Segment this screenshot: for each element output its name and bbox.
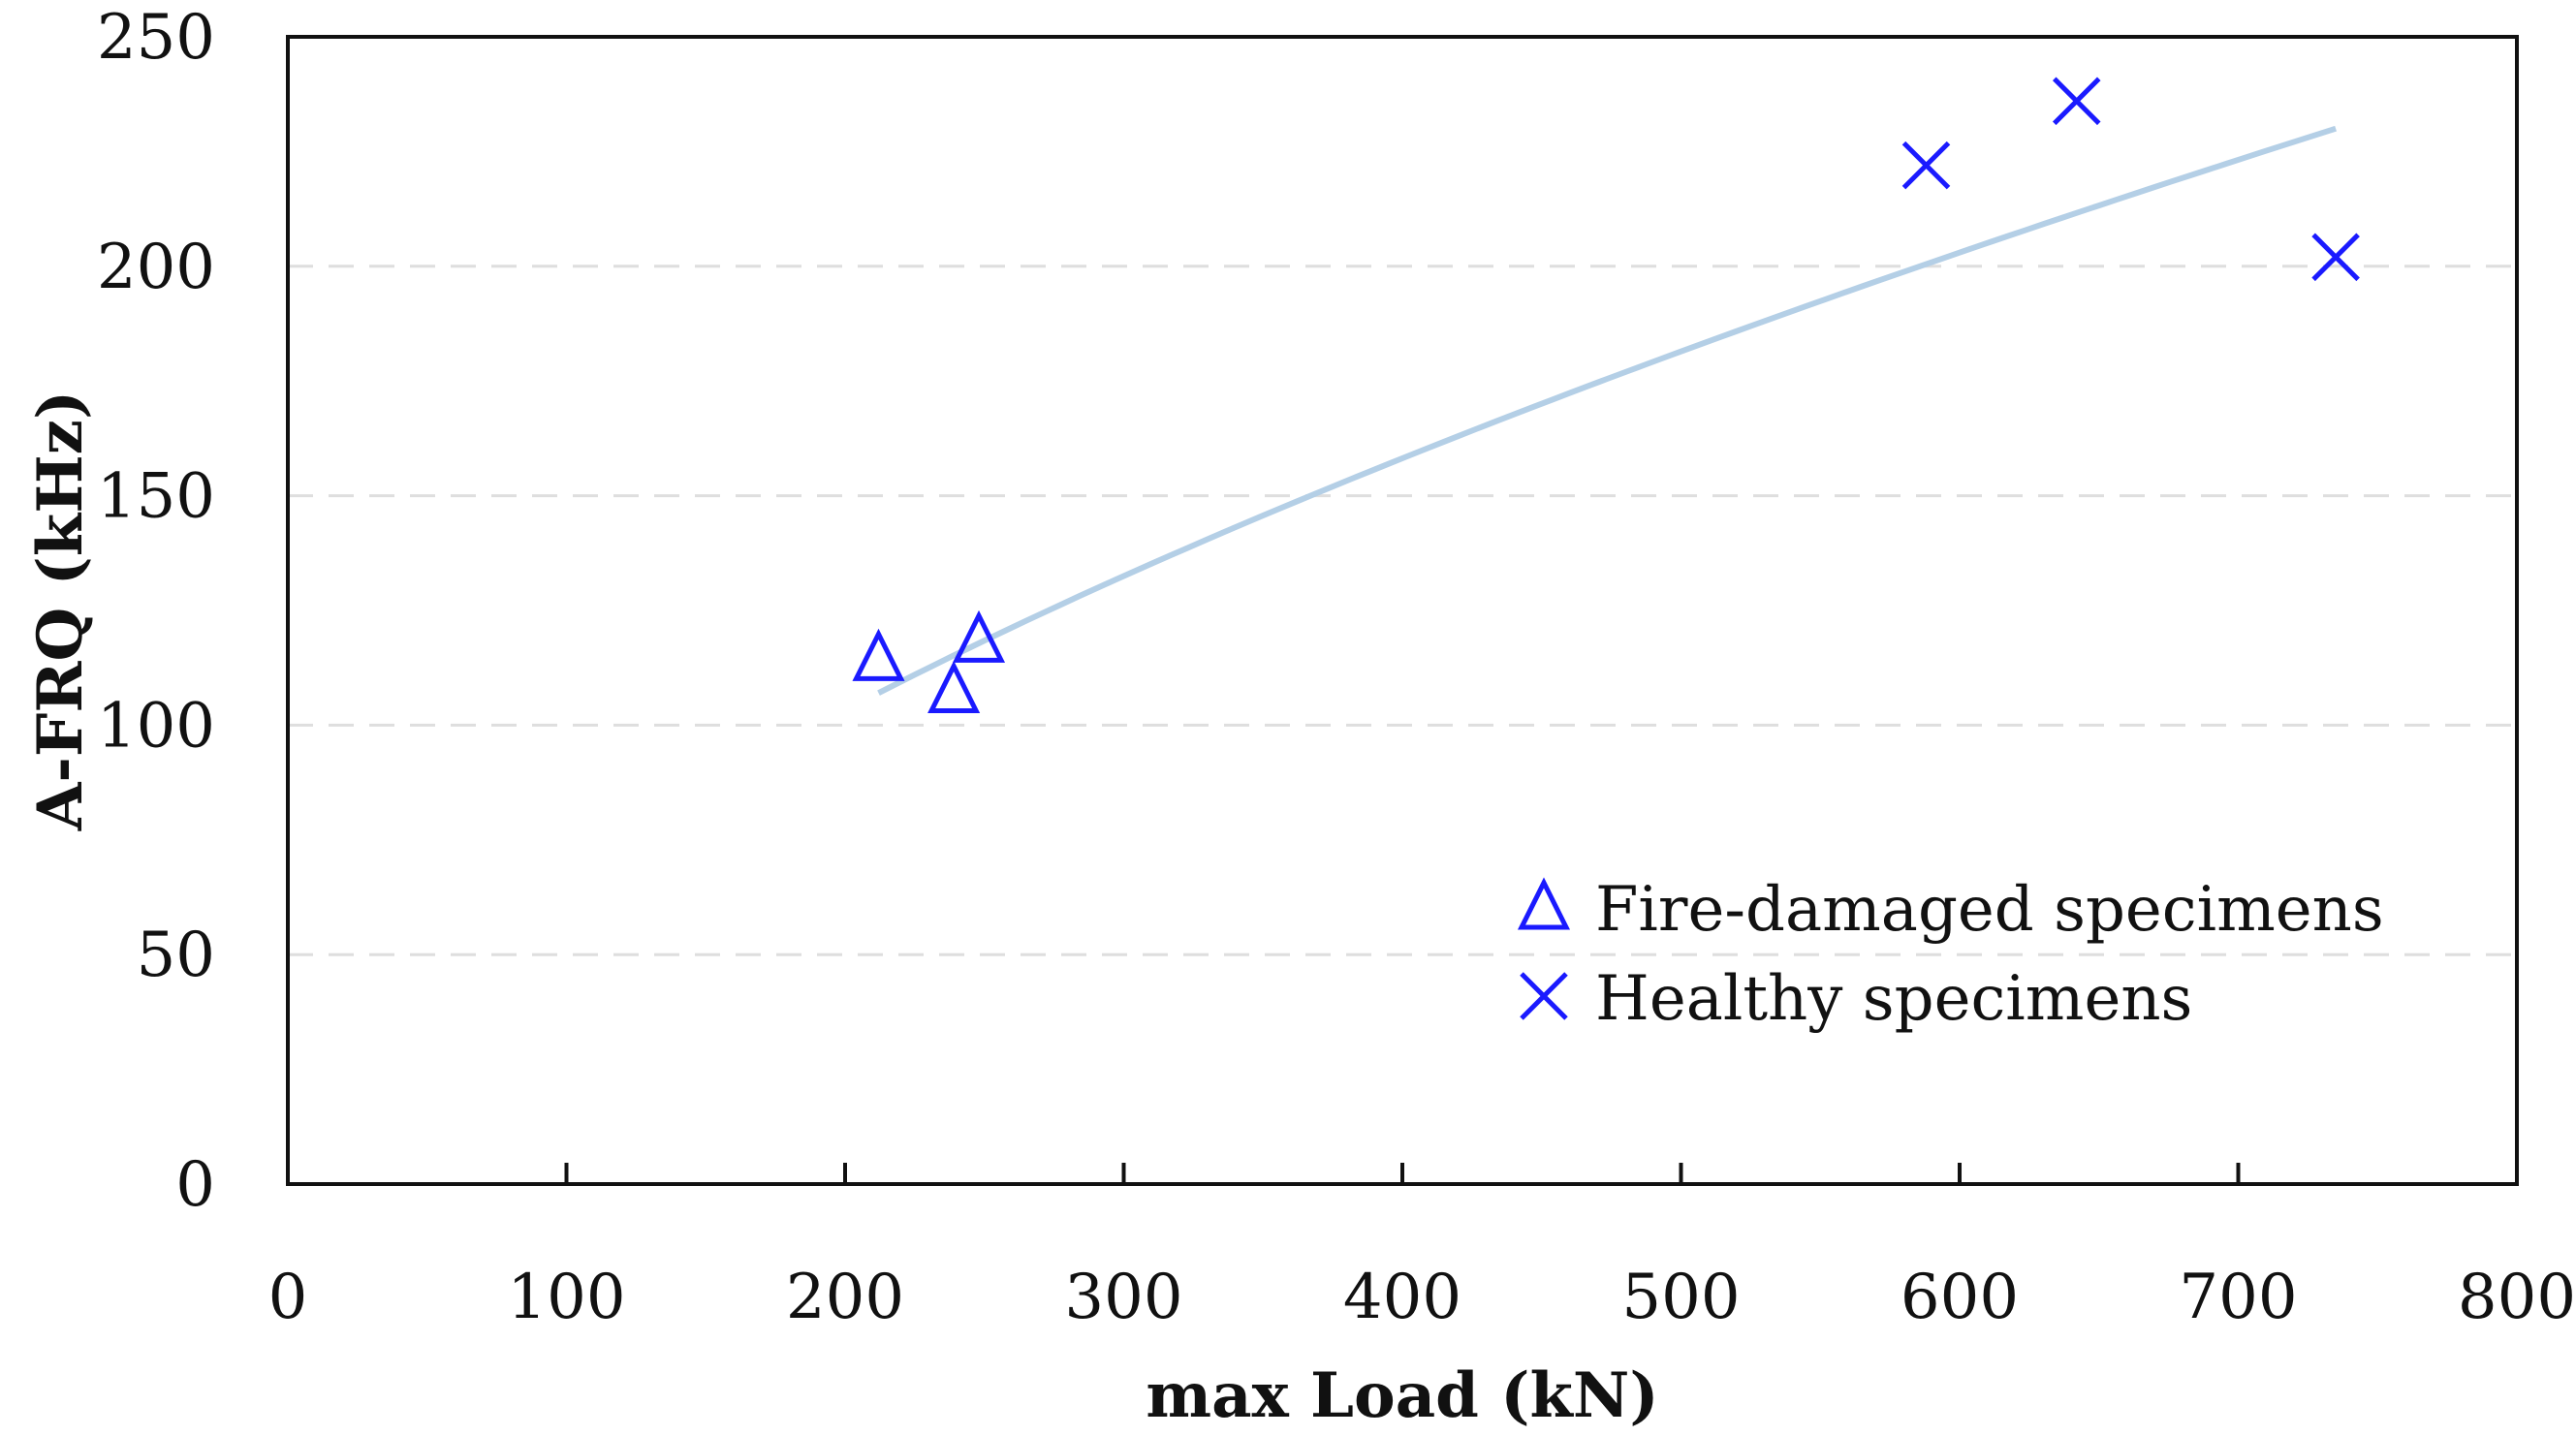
data-point-triangle	[952, 609, 1006, 663]
x-tick-label: 400	[1343, 1262, 1461, 1333]
axis-layer: 0 100 200 300 400 500 600 700 800 0 50 100 150 200 250	[97, 2, 2576, 1333]
x-tick-label: 800	[2458, 1262, 2576, 1333]
data-point-triangle	[852, 628, 905, 681]
x-tick-label: 200	[786, 1262, 904, 1333]
legend-label: Fire-damaged specimens	[1595, 874, 2384, 946]
x-axis-title: max Load (kN)	[1146, 1359, 1658, 1432]
y-axis-title: A-FRQ (kHz)	[24, 390, 97, 832]
data-point-triangle	[927, 660, 981, 714]
legend-label: Healthy specimens	[1595, 963, 2192, 1035]
grid-layer	[288, 265, 2517, 956]
x-tick-label: 700	[2179, 1262, 2297, 1333]
y-tick-label: 250	[97, 2, 215, 74]
legend-marker-x	[1520, 972, 1568, 1020]
data-point-x	[2052, 77, 2101, 126]
y-tick-label: 100	[97, 690, 215, 762]
x-tick-label: 500	[1621, 1262, 1740, 1333]
trend-layer	[877, 125, 2338, 696]
x-tick-label: 0	[268, 1262, 308, 1333]
point-layer	[852, 77, 2360, 714]
x-tick-label: 600	[1901, 1262, 2019, 1333]
y-tick-label: 200	[97, 232, 215, 303]
x-tick-label: 100	[507, 1262, 625, 1333]
y-tick-label: 50	[137, 920, 215, 991]
y-tick-label: 150	[97, 461, 215, 533]
trendline	[877, 125, 2338, 696]
legend-marker-triangle	[1517, 877, 1571, 930]
data-point-x	[1901, 140, 1951, 190]
legend: Fire-damaged specimens Healthy specimens	[1517, 874, 2384, 1035]
y-tick-label: 0	[175, 1149, 215, 1221]
x-tick-label: 300	[1064, 1262, 1182, 1333]
data-point-x	[2311, 233, 2360, 282]
